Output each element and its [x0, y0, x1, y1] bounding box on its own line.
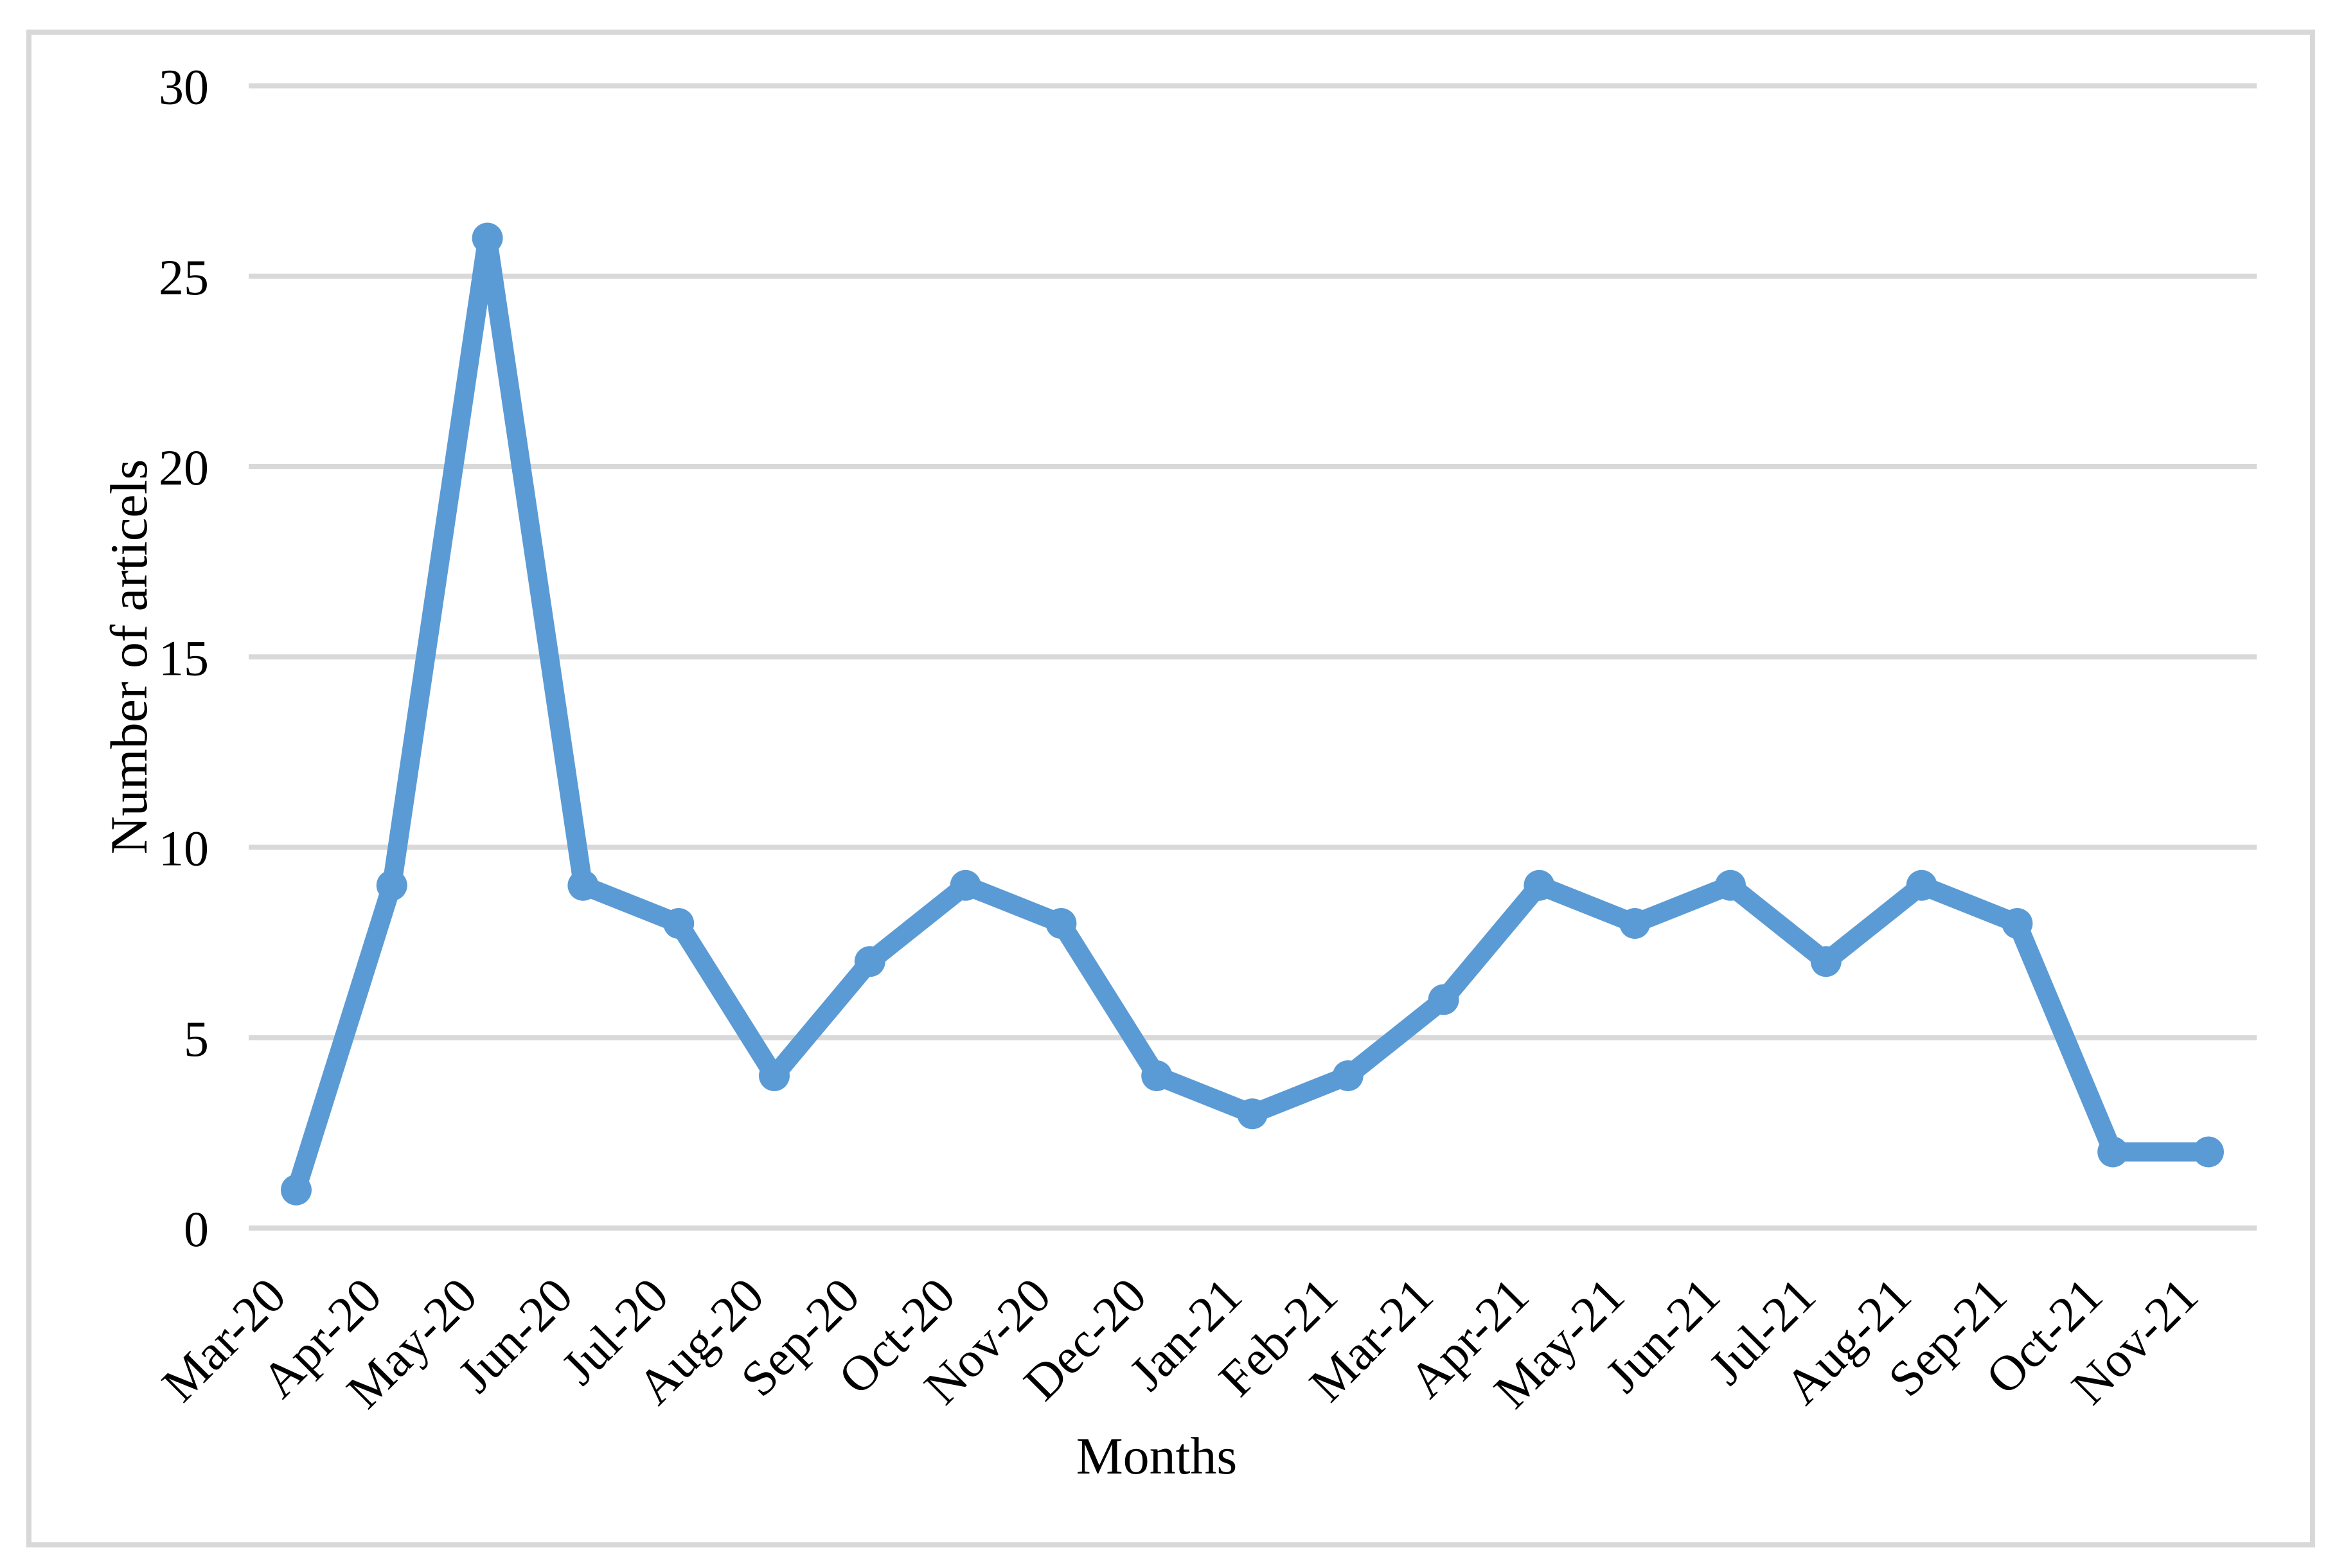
y-tick-label-5: 5 — [184, 1011, 209, 1067]
data-point-marker-Jul-21 — [1810, 946, 1842, 977]
data-point-marker-Jul-20 — [663, 908, 695, 939]
data-point-marker-Sep-20 — [854, 946, 885, 977]
data-point-marker-Feb-21 — [1332, 1060, 1364, 1091]
y-tick-label-10: 10 — [159, 821, 209, 877]
data-point-marker-Mar-21 — [1428, 984, 1459, 1015]
data-point-marker-Nov-20 — [1045, 908, 1077, 939]
data-point-marker-Sep-21 — [2002, 908, 2033, 939]
series-group — [281, 222, 2224, 1206]
data-point-marker-Apr-20 — [376, 869, 407, 901]
data-point-marker-Mar-20 — [281, 1174, 312, 1206]
data-point-marker-May-21 — [1619, 908, 1651, 939]
data-point-marker-Aug-21 — [1906, 869, 1937, 901]
chart-border — [26, 30, 2315, 1547]
data-point-marker-Oct-20 — [950, 869, 981, 901]
data-point-marker-Aug-20 — [759, 1060, 790, 1091]
data-point-marker-Jan-21 — [1237, 1098, 1268, 1130]
data-point-marker-May-20 — [472, 222, 503, 254]
y-axis-title: Number of articels — [100, 459, 158, 855]
data-point-marker-Jun-20 — [567, 869, 599, 901]
data-point-marker-Jun-21 — [1715, 869, 1746, 901]
data-point-marker-Apr-21 — [1524, 869, 1555, 901]
x-axis-title: Months — [1076, 1427, 1238, 1485]
data-point-marker-Dec-20 — [1141, 1060, 1173, 1091]
y-tick-label-15: 15 — [159, 630, 209, 686]
data-point-marker-Nov-21 — [2193, 1136, 2224, 1168]
y-tick-label-25: 25 — [159, 249, 209, 305]
y-tick-label-0: 0 — [184, 1201, 209, 1257]
y-tick-label-20: 20 — [159, 440, 209, 495]
gridlines — [249, 83, 2257, 1231]
y-tick-label-30: 30 — [159, 59, 209, 115]
y-axis-tick-labels: 0 5 10 15 20 25 30 — [159, 59, 209, 1258]
data-point-marker-Oct-21 — [2097, 1136, 2129, 1168]
